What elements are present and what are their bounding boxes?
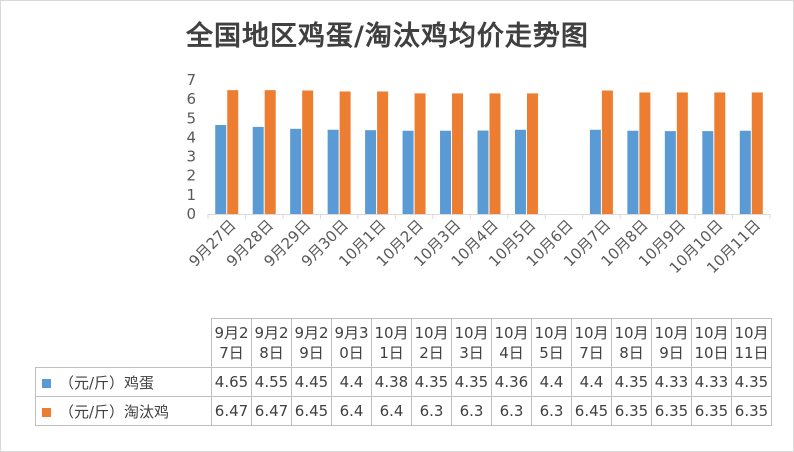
data-table-row: （元/斤）淘汰鸡 6.47 6.47 6.45 6.4 6.4 6.3 6.3 6.3 6.3 6.… [35,396,772,426]
data-table-value: 6.35 [611,396,652,426]
data-table-value: 6.35 [651,396,692,426]
data-table-value: 4.55 [251,367,292,397]
data-table-value: 6.45 [291,396,332,426]
bar-cull-hen-2 [302,90,314,214]
data-table-value: 6.47 [211,396,252,426]
bar-egg-11 [627,130,639,214]
y-tick-label: 6 [186,90,196,108]
bar-cull-hen-10 [601,90,613,214]
bar-egg-8 [514,129,526,214]
data-table-header-cell: 10月 5日 [531,318,572,368]
y-tick-label: 0 [186,205,196,223]
bar-egg-12 [664,131,676,214]
data-table-header-cell: 10月 7日 [571,318,612,368]
data-table-value: 4.33 [691,367,732,397]
bar-cull-hen-7 [489,93,501,214]
y-tick-label: 4 [186,128,196,146]
bar-cull-hen-8 [526,93,538,214]
data-table-value: 4.33 [651,367,692,397]
data-table-header-cell: 10月 1日 [371,318,412,368]
chart-title: 全国地区鸡蛋/淘汰鸡均价走势图 [186,21,589,52]
data-table-value: 6.4 [331,396,372,426]
data-table-value: 4.4 [531,367,572,397]
bar-cull-hen-5 [414,93,426,214]
data-table-value: 6.3 [411,396,452,426]
bar-cull-hen-1 [264,90,276,214]
data-table-value: 4.4 [571,367,612,397]
data-table-header-cell: 9月2 7日 [211,318,252,368]
data-table-header-cell: 10月 11日 [731,318,772,368]
data-table-value: 6.35 [691,396,732,426]
bar-cull-hen-12 [676,92,688,214]
data-table-value: 6.47 [251,396,292,426]
data-table-value: 4.35 [611,367,652,397]
y-tick-label: 5 [186,109,196,127]
data-table-value: 6.45 [571,396,612,426]
legend-swatch [42,378,51,388]
data-table-value: 6.4 [371,396,412,426]
data-table-value: 4.35 [411,367,452,397]
data-table-header-cell: 9月2 9日 [291,318,332,368]
legend-label: （元/斤）淘汰鸡 [59,402,170,421]
y-tick-label: 7 [186,71,196,89]
legend-swatch [42,407,51,417]
bar-egg-10 [589,129,601,214]
data-table-header-cell: 10月 10日 [691,318,732,368]
data-table-header-row: 9月2 7日 9月2 8日 9月2 9日 9月3 0日 10月 1日 10月 2日 10月 3日 10月 4日… [36,318,772,368]
bar-egg-14 [739,130,751,214]
bar-cull-hen-3 [339,91,351,214]
bar-egg-3 [327,129,339,214]
data-table-value: 6.3 [531,396,572,426]
data-table-value: 4.45 [291,367,332,397]
y-tick-label: 2 [186,167,196,185]
data-table-header-cell: 10月 9日 [651,318,692,368]
bar-cull-hen-11 [639,92,651,214]
bar-cull-hen-4 [377,91,389,214]
bar-cull-hen-13 [714,92,726,214]
data-table-header-cell: 10月 4日 [491,318,532,368]
bar-egg-0 [215,124,227,214]
bar-egg-4 [365,130,377,214]
data-table-value: 6.3 [451,396,492,426]
data-table-header-cell: 10月 2日 [411,318,452,368]
data-table-value: 4.35 [731,367,772,397]
data-table-header-cell: 10月 3日 [451,318,492,368]
legend-entry: （元/斤）淘汰鸡 [35,396,212,426]
data-table-header-cell: 9月2 8日 [251,318,292,368]
data-table: 9月2 7日 9月2 8日 9月2 9日 9月3 0日 10月 1日 10月 2日 10月 3日 10月 4日… [35,318,772,426]
bar-cull-hen-14 [751,92,763,214]
data-table-value: 4.35 [451,367,492,397]
data-table-value: 4.38 [371,367,412,397]
bar-cull-hen-6 [452,93,464,214]
y-tick-label: 3 [186,148,196,166]
bar-egg-7 [477,130,489,214]
data-table-value: 4.36 [491,367,532,397]
data-table-value: 4.65 [211,367,252,397]
bar-egg-13 [702,131,714,214]
bar-egg-1 [252,126,264,214]
data-table-value: 6.35 [731,396,772,426]
bar-egg-6 [440,130,452,214]
data-table-corner [36,319,212,368]
bar-egg-2 [290,128,302,214]
bar-cull-hen-0 [227,90,239,214]
data-table-value: 6.3 [491,396,532,426]
data-table-value: 4.4 [331,367,372,397]
data-table-header-cell: 10月 8日 [611,318,652,368]
legend-entry: （元/斤）鸡蛋 [35,367,212,397]
data-table-row: （元/斤）鸡蛋 4.65 4.55 4.45 4.4 4.38 4.35 4.35 4.36 4.… [35,367,772,397]
data-table-header-cell: 9月3 0日 [331,318,372,368]
bar-chart: 012345679月27日9月28日9月29日9月30日10月1日10月2日10… [185,71,771,277]
bar-egg-5 [402,130,414,214]
y-tick-label: 1 [186,186,196,204]
legend-label: （元/斤）鸡蛋 [59,373,155,392]
